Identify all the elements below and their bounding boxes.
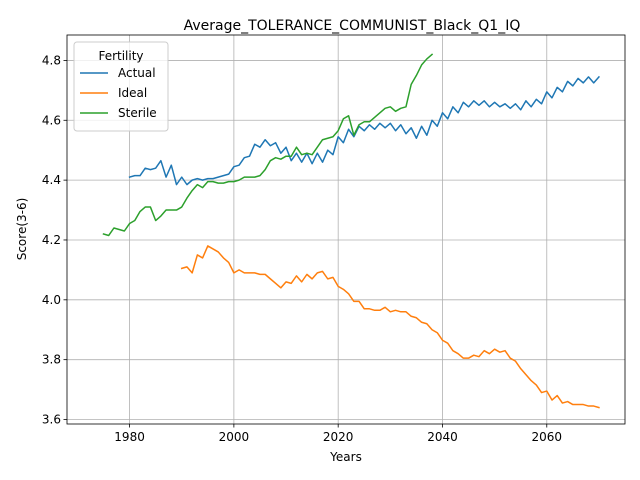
y-tick-label: 4.0 xyxy=(42,293,61,307)
x-tick-label: 2040 xyxy=(427,430,458,444)
legend-entries: Actual Ideal Sterile xyxy=(80,66,157,120)
y-tick-label: 4.2 xyxy=(42,233,61,247)
x-tick-label: 2060 xyxy=(532,430,563,444)
y-tick-label: 4.4 xyxy=(42,173,61,187)
legend-label-actual: Actual xyxy=(118,66,156,80)
series-line-actual xyxy=(128,75,600,186)
chart-title: Average_TOLERANCE_COMMUNIST_Black_Q1_IQ xyxy=(184,18,521,34)
grid xyxy=(67,35,625,424)
series-lines xyxy=(102,53,600,409)
y-tick-label: 3.8 xyxy=(42,353,61,367)
y-tick-label: 3.6 xyxy=(42,413,61,427)
x-tick-label: 1980 xyxy=(114,430,145,444)
series-line-ideal xyxy=(180,245,600,409)
y-axis-ticks: 3.6 3.8 4.0 4.2 4.4 4.6 4.8 xyxy=(42,53,67,427)
legend-label-sterile: Sterile xyxy=(118,106,157,120)
x-tick-label: 2000 xyxy=(219,430,250,444)
x-axis-title: Years xyxy=(329,450,362,464)
legend-box xyxy=(73,41,169,132)
y-tick-label: 4.8 xyxy=(42,53,61,67)
plot-frame xyxy=(66,34,626,425)
legend-label-ideal: Ideal xyxy=(118,86,147,100)
y-tick-label: 4.6 xyxy=(42,113,61,127)
series-line-sterile xyxy=(102,53,434,237)
legend-title: Fertility xyxy=(98,49,143,63)
y-axis-title: Score(3-6) xyxy=(15,198,29,261)
x-axis-ticks: 1980 2000 2020 2040 2060 xyxy=(114,424,562,444)
x-tick-label: 2020 xyxy=(323,430,354,444)
legend: Fertility Actual Ideal Sterile xyxy=(73,41,169,132)
